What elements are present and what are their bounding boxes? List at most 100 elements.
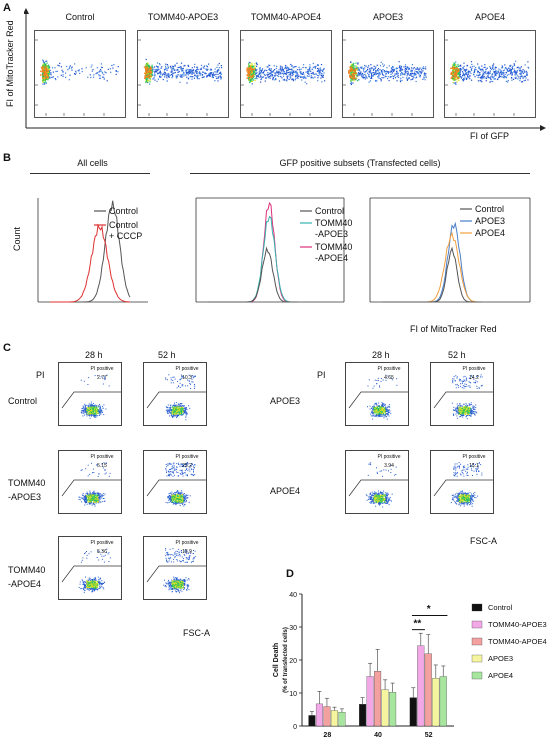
- svg-text:TOMM40: TOMM40: [315, 242, 352, 252]
- panel-b-group1-rule: [30, 173, 150, 174]
- panel-c-left-row-label-2-1: -APOE4: [8, 579, 42, 589]
- hist-curve: [50, 223, 130, 303]
- svg-text:-APOE4: -APOE4: [315, 253, 348, 263]
- hist-curve: [208, 246, 298, 303]
- panel-c-left-row-label-1-1: -APOE3: [8, 492, 42, 502]
- panel-a-xlabel: FI of GFP: [470, 131, 510, 141]
- legend-swatch: [471, 637, 483, 646]
- panel-c-left-plot-0-28: PI positive 2.77: [58, 362, 122, 426]
- panel-c-left-time-52: 52 h: [158, 350, 176, 360]
- panel-c-right-pi-label: PI: [317, 370, 326, 380]
- panel-c-left-row-label-0-0: Control: [8, 396, 38, 406]
- legend-swatch: [471, 671, 483, 680]
- svg-text:+ CCCP: + CCCP: [109, 231, 142, 241]
- panel-a-title-1: TOMM40-APOE3: [147, 12, 219, 22]
- panel-c-left-row-label-1-0: TOMM40: [8, 478, 46, 488]
- bar-TOMM40-APOE4-52: [424, 653, 432, 727]
- svg-text:10.3: 10.3: [182, 375, 192, 381]
- legend-swatch: [471, 620, 483, 629]
- y-tick-label: 20: [289, 658, 297, 665]
- panel-a-title-4: APOE4: [474, 12, 505, 22]
- svg-text:2.77: 2.77: [97, 375, 107, 381]
- panel-c-left-pi-label: PI: [36, 370, 45, 380]
- bar-APOE4-52: [439, 676, 447, 727]
- panel-c-right-time-52: 52 h: [448, 350, 466, 360]
- panel-a-scatter-1: [137, 30, 229, 118]
- y-axis-label-2: (% of transfected cells): [283, 627, 289, 693]
- sig-star-1: *: [427, 604, 431, 615]
- legend-label: Control: [488, 603, 513, 612]
- panel-a-title-2: TOMM40-APOE4: [250, 12, 322, 22]
- bar-APOE4-28: [338, 711, 346, 727]
- svg-text:Control: Control: [475, 204, 504, 214]
- panel-b-group2-title: GFP positive subsets (Transfected cells): [279, 158, 441, 168]
- panel-c-left-time-28: 28 h: [85, 350, 103, 360]
- panel-d-letter: D: [286, 568, 294, 580]
- bar-TOMM40-APOE3-40: [366, 676, 374, 727]
- bar-TOMM40-APOE3-28: [315, 703, 323, 727]
- panel-d-bar-chart: 0 10 20 30 40 Cell Death (% of transfected cel…: [273, 592, 547, 739]
- bar-TOMM40-APOE4-40: [374, 671, 382, 727]
- svg-text:TOMM40: TOMM40: [315, 218, 352, 228]
- svg-text:-APOE3: -APOE3: [315, 229, 348, 239]
- legend-label: TOMM40-APOE4: [488, 637, 547, 646]
- panel-c-right-row-label-0: APOE3: [270, 396, 301, 406]
- legend-swatch: [471, 603, 483, 612]
- svg-text:Control: Control: [109, 220, 138, 230]
- bar-Control-40: [359, 704, 367, 727]
- y-tick-label: 0: [293, 724, 297, 731]
- svg-text:Control: Control: [315, 206, 344, 216]
- svg-text:APOE3: APOE3: [475, 216, 505, 226]
- panel-a-scatter-4: [444, 30, 536, 118]
- bar-APOE3-52: [432, 678, 440, 727]
- panel-a-axes: [24, 8, 546, 131]
- y-tick-label: 10: [289, 691, 297, 698]
- panel-c-right-time-28: 28 h: [372, 350, 390, 360]
- legend-label: APOE4: [488, 671, 513, 680]
- svg-text:PI positive: PI positive: [175, 366, 198, 372]
- panel-a-title-3: APOE3: [372, 12, 403, 22]
- panel-b-group2-rule: [190, 173, 530, 174]
- svg-text:APOE4: APOE4: [475, 228, 505, 238]
- panel-c-left-plot-0-52: PI positive 10.3: [143, 362, 207, 426]
- bar-APOE3-28: [330, 710, 338, 727]
- legend-label: TOMM40-APOE3: [488, 620, 547, 629]
- y-tick-label: 40: [289, 592, 297, 599]
- hist-curve: [382, 246, 482, 303]
- hist-curve: [208, 201, 298, 303]
- x-tick-label: 40: [374, 732, 382, 739]
- panel-a-scatter-3: [342, 30, 434, 118]
- bar-APOE4-40: [389, 692, 397, 727]
- panel-a-title-0: Control: [65, 12, 95, 22]
- hist-curve: [208, 215, 298, 303]
- hist-curve: [382, 231, 482, 303]
- svg-text:Control: Control: [109, 206, 138, 216]
- hist-curve: [382, 221, 482, 303]
- panel-a-letter: A: [3, 2, 11, 14]
- y-axis-label: Cell Death: [273, 643, 280, 677]
- bar-Control-52: [409, 697, 417, 727]
- panel-c-letter: C: [3, 342, 11, 354]
- panel-c-right-row-label-1: APOE4: [270, 486, 301, 496]
- panel-c-right-fsc-label: FSC-A: [470, 536, 497, 546]
- y-tick-label: 30: [289, 625, 297, 632]
- svg-text:PI positive: PI positive: [90, 366, 113, 372]
- panel-a-scatter-2: [240, 30, 332, 118]
- panel-b-hist-2: [369, 197, 531, 303]
- legend-swatch: [471, 654, 483, 663]
- panel-c-left-row-label-2-0: TOMM40: [8, 565, 46, 575]
- x-tick-label: 28: [323, 732, 331, 739]
- panel-c-left-fsc-label: FSC-A: [183, 628, 210, 638]
- legend-label: APOE3: [488, 654, 513, 663]
- bar-APOE3-40: [381, 689, 389, 727]
- x-tick-label: 52: [425, 732, 433, 739]
- panel-a-scatter-0: [34, 30, 126, 118]
